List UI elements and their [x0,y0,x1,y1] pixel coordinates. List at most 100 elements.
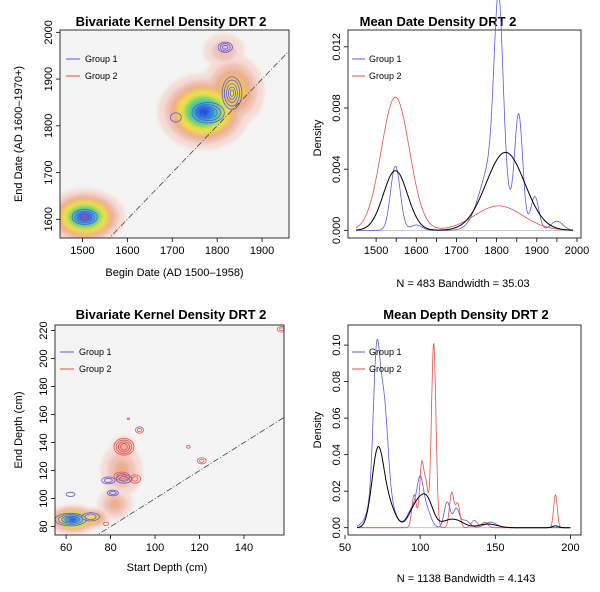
group-1-contour [229,89,235,97]
y-tick-label: 1600 [43,207,55,231]
group-1-contour [195,104,222,122]
y-tick-label: 220 [38,321,50,339]
group-1-contour [103,477,113,483]
y-tick-label: 2000 [43,20,55,44]
y-tick-label: 0.04 [331,444,343,465]
series-line-all [355,151,573,231]
x-tick-label: 1700 [444,245,468,257]
x-tick-label: 140 [235,542,253,554]
x-tick-label: 200 [561,542,579,554]
density-contours [55,326,284,527]
y-tick-label: 0.008 [331,94,343,122]
group-1-contour [201,108,215,117]
x-axis: 1500 1600 1700 1800 1900 2000 [364,238,589,257]
series-line-all [357,445,571,529]
density-lines [356,338,571,529]
chart-subtitle: N = 1138 Bandwidth = 4.143 [397,573,536,585]
x-axis: 1500 1600 1700 1800 1900 [70,238,274,257]
legend-label-group-1: Group 1 [369,347,402,357]
group-1-contour [57,514,84,525]
y-tick-label: 0.004 [331,155,343,183]
group-1-contour [71,209,98,225]
y-axis: 0.000 0.004 0.008 0.012 [331,33,348,244]
group-1-contour [84,513,97,520]
y-tick-label: 180 [38,377,50,395]
plot-background [55,325,284,535]
group-2-contour [81,214,88,220]
group-1-contour [222,45,229,50]
group-1-contour [221,76,243,110]
legend: Group 1 Group 2 [352,54,402,81]
y-tick-label: 0.012 [331,33,343,61]
x-axis: 60 80 100 120 140 [60,535,253,554]
y-axis-label: End Date (AD 1600–1970+) [13,66,25,202]
group-1-contour [109,491,117,495]
group-2-contour [279,327,284,331]
chart-title: Bivariate Kernel Density DRT 2 [76,14,267,29]
y-tick-label: 1900 [43,67,55,91]
y-tick-label: 1700 [43,160,55,184]
group-2-contour [135,426,144,434]
group-2-contour [196,457,207,465]
group-1-contour [226,83,238,103]
x-axis-label: Begin Date (AD 1500–1958) [105,267,243,279]
group-2-contour [113,471,130,481]
group-2-contour [82,215,87,219]
chart-title: Mean Date Density DRT 2 [360,14,517,29]
group-1-contour [61,515,80,524]
group-2-contour [113,437,135,456]
y-tick-label: 0.06 [331,407,343,428]
legend-label-group-1: Group 1 [85,54,118,64]
x-tick-label: 50 [339,542,351,554]
group-2-contour [199,458,205,463]
group-2-contour [186,444,191,449]
y-axis-label: Density [312,119,324,156]
plot-frame [59,29,290,239]
group-1-contour [227,86,236,100]
group-2-contour [120,443,128,451]
y-axis-label: Density [312,411,324,448]
density-contours [71,41,243,225]
legend-label-group-2: Group 2 [85,71,118,81]
x-tick-label: 1500 [70,245,94,257]
y-axis-label: End Depth (cm) [13,391,25,468]
y-axis: 80 100 120 140 160 180 200 220 [38,321,55,533]
group-1-contour [79,213,90,221]
density-level [69,517,76,522]
x-tick-label: 100 [146,542,164,554]
x-tick-label: 1800 [484,245,508,257]
diagonal-reference-line [96,416,284,535]
group-1-contour [65,491,76,497]
group-1-contour [191,102,225,124]
y-tick-label: 100 [38,489,50,507]
group-1-contour [74,210,95,223]
legend-label-group-1: Group 1 [369,54,402,64]
x-tick-label: 1600 [115,245,139,257]
y-tick-label: 160 [38,405,50,423]
panel-bivariate-date: Bivariate Kernel Density DRT 2 1500 1600 1… [13,14,290,279]
group-2-contour [131,476,139,482]
density-level [119,442,129,451]
x-tick-label: 1600 [404,245,428,257]
y-tick-label: 140 [38,433,50,451]
x-tick-label: 100 [411,542,429,554]
group-2-contour [116,473,127,480]
y-tick-label: 1800 [43,114,55,138]
group-1-contour [198,106,218,119]
plot-frame [54,324,285,536]
y-tick-label: 0.000 [331,217,343,245]
legend: Group 1 Group 2 [60,347,112,374]
density-lines [355,0,574,231]
group-1-contour [81,512,100,522]
x-tick-label: 60 [60,542,72,554]
group-1-contour [217,41,233,53]
group-1-contour [106,489,119,497]
group-2-contour [103,521,110,526]
group-2-contour [115,439,133,454]
y-axis: 0.00 0.02 0.04 0.06 0.08 0.10 [331,334,348,538]
group-2-contour [129,474,141,484]
group-2-contour [136,427,143,433]
chart-title: Bivariate Kernel Density DRT 2 [76,307,267,322]
y-tick-label: 80 [38,520,50,532]
panel-bivariate-depth: Bivariate Kernel Density DRT 2 60 80 100 12… [13,307,285,574]
